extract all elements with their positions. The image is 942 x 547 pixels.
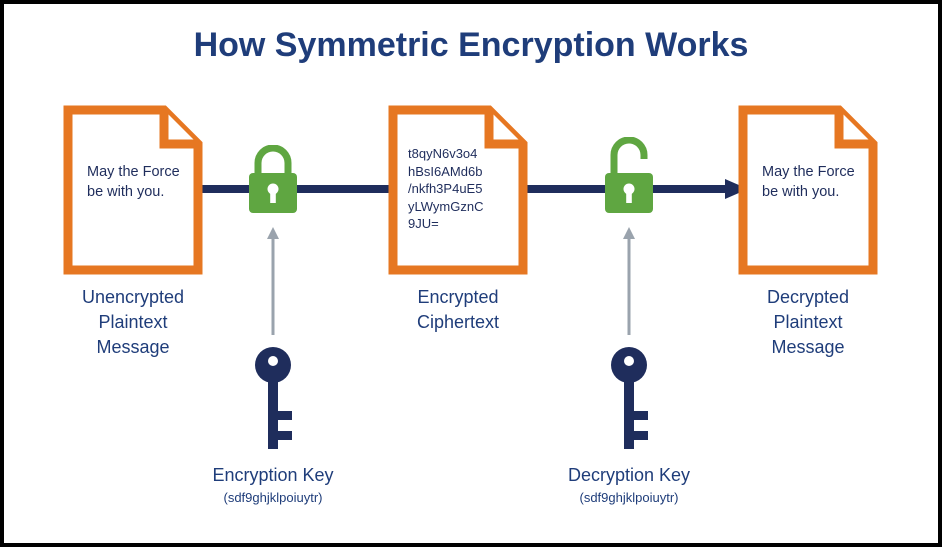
decryption-lock-open [598,137,660,215]
ciphertext-label-l1: Encrypted [378,285,538,310]
cipher-l1: t8qyN6v3o4 [408,145,518,163]
encryption-key [246,345,300,455]
cipher-l4: yLWymGznC [408,198,518,216]
encryption-key-label-block: Encryption Key (sdf9ghjklpoiuytr) [193,465,353,505]
cipher-l3: /nkfh3P4uE5 [408,180,518,198]
diagram-title: How Symmetric Encryption Works [18,26,924,65]
key-icon [246,345,300,455]
key-to-lock-arrow-2 [621,225,637,335]
ciphertext-label-l2: Ciphertext [378,310,538,335]
plaintext-label-l3: Message [48,335,218,360]
decrypted-label: Decrypted Plaintext Message [723,285,893,361]
plaintext-label-l1: Unencrypted [48,285,218,310]
plaintext-content: May the Force be with you. [87,163,187,202]
lock-closed-icon [246,145,300,215]
decryption-key-label: Decryption Key [549,465,709,486]
encryption-key-label: Encryption Key [193,465,353,486]
cipher-l5: 9JU= [408,215,518,233]
decrypted-content: May the Force be with you. [762,163,862,202]
key-icon [602,345,656,455]
decryption-key [602,345,656,455]
ciphertext-document: t8qyN6v3o4 hBsI6AMd6b /nkfh3P4uE5 yLWymG… [388,105,528,275]
plaintext-document: May the Force be with you. [63,105,203,275]
decrypted-label-l3: Message [723,335,893,360]
encryption-key-value: (sdf9ghjklpoiuytr) [193,490,353,505]
decryption-key-label-block: Decryption Key (sdf9ghjklpoiuytr) [549,465,709,505]
diagram-stage: May the Force be with you. Unencrypted P… [18,85,924,525]
decryption-key-value: (sdf9ghjklpoiuytr) [549,490,709,505]
decrypted-document: May the Force be with you. [738,105,878,275]
ciphertext-content: t8qyN6v3o4 hBsI6AMd6b /nkfh3P4uE5 yLWymG… [408,145,518,233]
decrypted-label-l1: Decrypted [723,285,893,310]
diagram-frame: How Symmetric Encryption Works May the F… [0,0,942,547]
plaintext-label-l2: Plaintext [48,310,218,335]
ciphertext-label: Encrypted Ciphertext [378,285,538,335]
key-to-lock-arrow-1 [265,225,281,335]
encryption-lock-closed [246,145,300,215]
lock-open-icon [598,137,660,215]
cipher-l2: hBsI6AMd6b [408,163,518,181]
plaintext-label: Unencrypted Plaintext Message [48,285,218,361]
decrypted-label-l2: Plaintext [723,310,893,335]
